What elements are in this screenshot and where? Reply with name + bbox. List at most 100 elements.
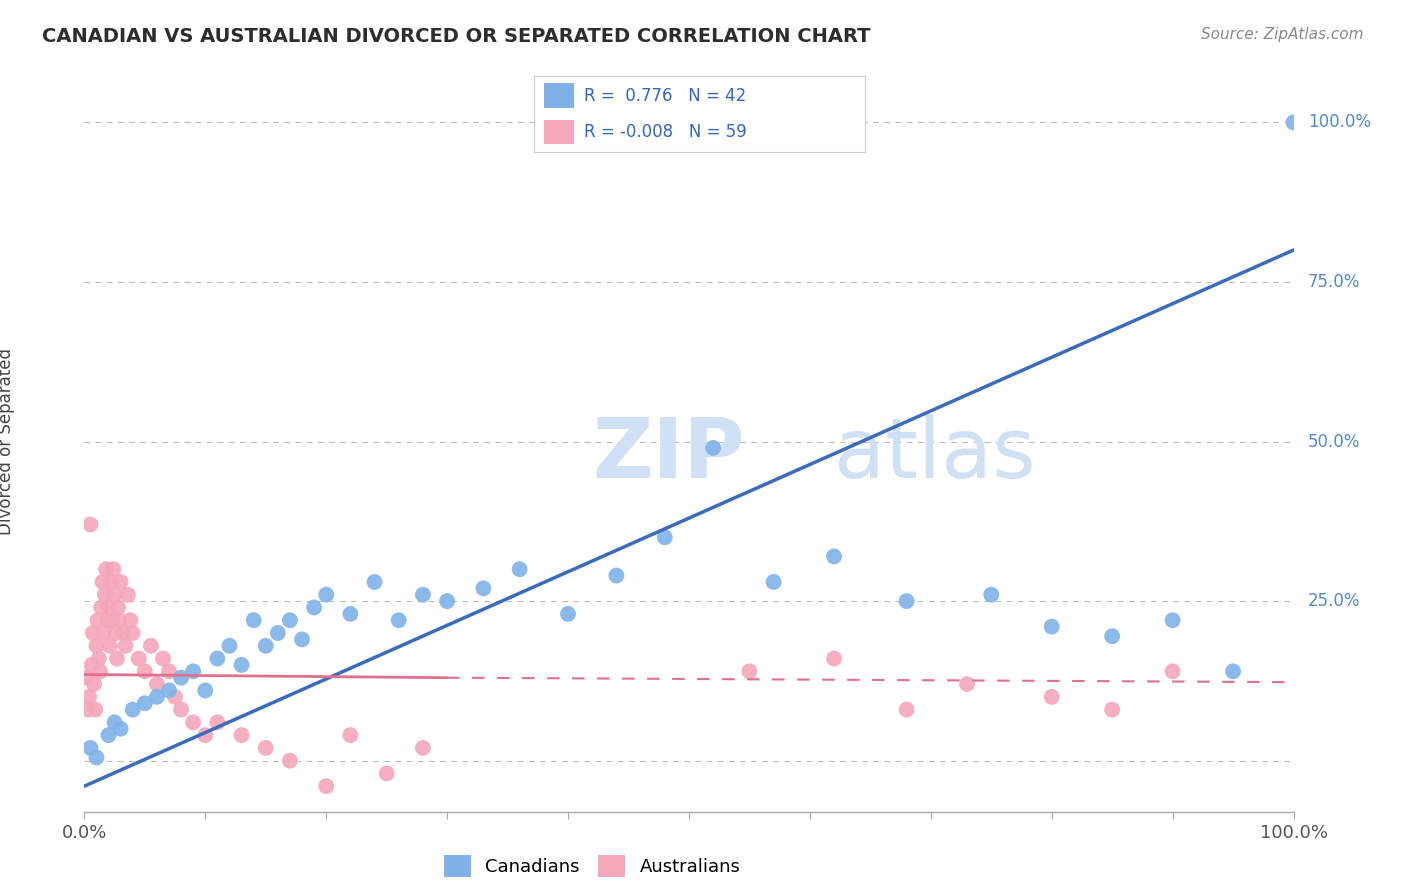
Point (77, 703, 100, 717)
Point (170, 703, 193, 717)
Point (654, 530, 676, 544)
Text: CANADIAN VS AUSTRALIAN DIVORCED OR SEPARATED CORRELATION CHART: CANADIAN VS AUSTRALIAN DIVORCED OR SEPAR… (42, 27, 870, 45)
Point (1101, 703, 1123, 717)
Point (181, 715, 204, 730)
Point (77, 690, 100, 704)
Point (412, 588, 434, 602)
Point (375, 766, 398, 780)
Bar (544, 84, 574, 108)
Point (509, 562, 531, 576)
Point (980, 588, 1002, 602)
Point (94, 562, 117, 576)
Point (80, 657, 103, 672)
Point (146, 677, 169, 691)
Point (104, 715, 127, 730)
Point (436, 594, 458, 608)
Point (1222, 665, 1244, 679)
Point (93, 626, 115, 640)
Point (86, 750, 108, 764)
Point (79, 740, 101, 755)
Point (165, 690, 187, 704)
Point (104, 626, 127, 640)
Point (218, 639, 240, 653)
Point (79, 517, 101, 532)
Point (96, 613, 118, 627)
Point (315, 779, 337, 793)
Point (557, 607, 579, 621)
Point (108, 613, 131, 627)
Point (98, 639, 121, 653)
Point (128, 651, 150, 665)
Point (194, 728, 217, 742)
Point (823, 549, 845, 564)
Point (97, 600, 120, 615)
Point (231, 728, 253, 742)
Point (86, 613, 108, 627)
Point (1282, 115, 1305, 129)
Point (114, 639, 136, 653)
Point (83, 677, 105, 691)
Text: 50.0%: 50.0% (1308, 433, 1361, 450)
Point (1040, 619, 1063, 633)
Point (105, 651, 128, 665)
Point (339, 607, 361, 621)
Point (152, 651, 174, 665)
Point (110, 722, 132, 736)
Point (89, 665, 111, 679)
Point (254, 740, 277, 755)
Point (896, 703, 918, 717)
Point (702, 441, 724, 455)
Point (1101, 629, 1123, 643)
Point (472, 582, 495, 596)
Point (181, 665, 204, 679)
Text: atlas: atlas (834, 414, 1036, 495)
Point (339, 728, 361, 742)
Point (254, 639, 277, 653)
Point (103, 562, 125, 576)
Point (100, 574, 122, 589)
Point (242, 613, 264, 627)
Point (1161, 613, 1184, 627)
Point (76, 671, 98, 685)
Point (97, 728, 120, 742)
Point (134, 696, 156, 710)
Point (112, 626, 135, 640)
Point (267, 626, 290, 640)
Point (121, 703, 143, 717)
Point (94, 588, 117, 602)
Point (104, 588, 127, 602)
Point (139, 639, 162, 653)
Point (605, 568, 627, 582)
Point (738, 665, 761, 679)
Point (1161, 665, 1184, 679)
Point (170, 671, 193, 685)
Text: Divorced or Separated: Divorced or Separated (0, 348, 15, 535)
Point (107, 600, 129, 615)
Point (90, 600, 112, 615)
Bar (544, 120, 574, 144)
Point (146, 690, 169, 704)
Point (388, 613, 411, 627)
Point (302, 600, 325, 615)
Text: 75.0%: 75.0% (1308, 273, 1361, 291)
Text: R = -0.008   N = 59: R = -0.008 N = 59 (583, 123, 747, 141)
Text: 100.0%: 100.0% (1308, 113, 1371, 131)
Point (291, 632, 314, 647)
Text: Source: ZipAtlas.com: Source: ZipAtlas.com (1201, 27, 1364, 42)
Point (84, 703, 107, 717)
Point (896, 594, 918, 608)
Point (956, 677, 979, 691)
Point (231, 657, 253, 672)
Text: R =  0.776   N = 42: R = 0.776 N = 42 (583, 87, 747, 104)
Legend: Canadians, Australians: Canadians, Australians (437, 847, 748, 884)
Point (86, 639, 108, 653)
Point (207, 715, 229, 730)
Point (762, 574, 785, 589)
Point (91, 574, 114, 589)
Point (1040, 690, 1063, 704)
Point (121, 626, 143, 640)
Point (278, 754, 301, 768)
Point (207, 651, 229, 665)
Point (87, 651, 110, 665)
Point (82, 626, 104, 640)
